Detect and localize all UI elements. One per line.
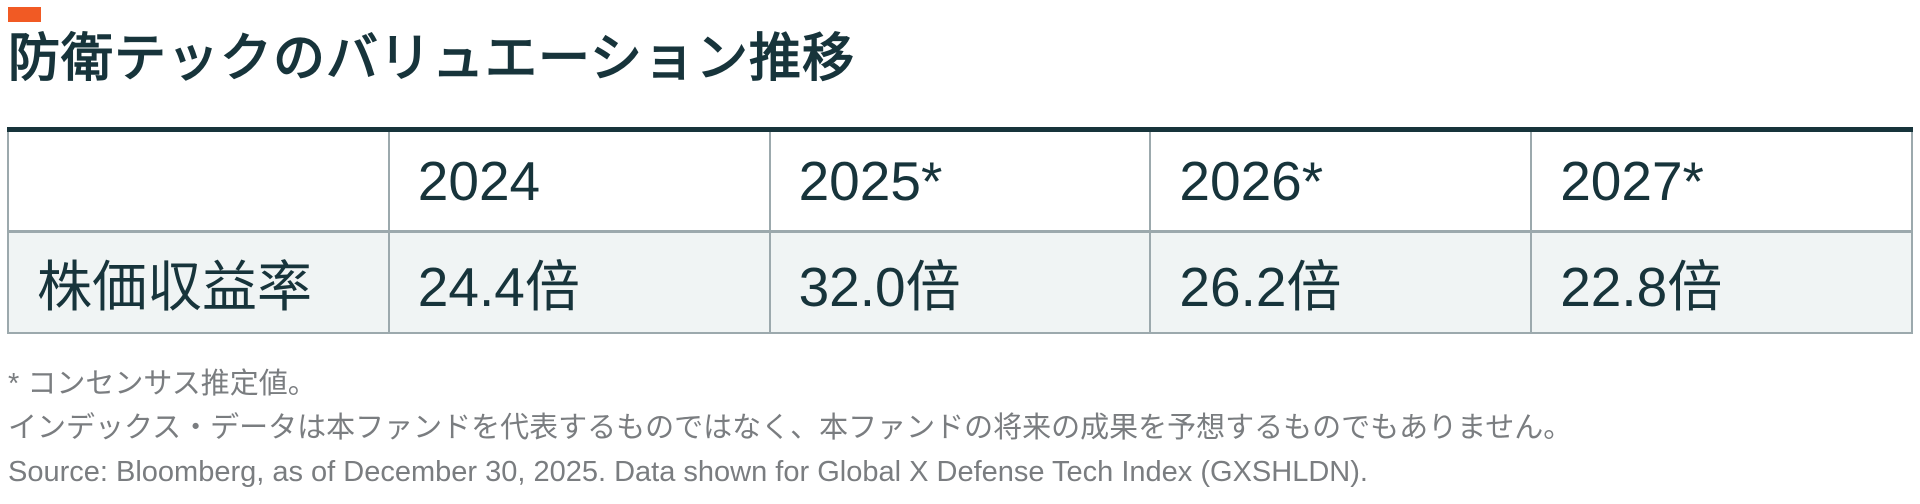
page-title: 防衛テックのバリュエーション推移 [8, 30, 855, 88]
valuation-table-container: 2024 2025* 2026* 2027* 株価収益率 24.4倍 32.0倍… [7, 127, 1913, 334]
accent-bar [8, 7, 41, 22]
value-cell-2025: 32.0倍 [768, 231, 1152, 333]
header-cell-2026: 2026* [1149, 129, 1533, 233]
value-cell-2026: 26.2倍 [1149, 231, 1533, 333]
valuation-table: 2024 2025* 2026* 2027* 株価収益率 24.4倍 32.0倍… [7, 127, 1913, 334]
table-row-pe-ratio: 株価収益率 24.4倍 32.0倍 26.2倍 22.8倍 [7, 231, 1913, 333]
footnote-disclaimer: インデックス・データは本ファンドを代表するものではなく、本ファンドの将来の成果を… [8, 412, 1573, 444]
value-cell-2027: 22.8倍 [1530, 231, 1913, 333]
footnotes: * コンセンサス推定値。 インデックス・データは本ファンドを代表するものではなく… [8, 362, 1912, 494]
header-cell-2024: 2024 [387, 129, 771, 233]
header-cell-2025: 2025* [768, 129, 1152, 233]
header-cell-2027: 2027* [1530, 129, 1913, 233]
row-label-cell: 株価収益率 [7, 231, 390, 333]
footnote-source: Source: Bloomberg, as of December 30, 20… [8, 456, 1368, 488]
header-cell-metric [7, 129, 390, 233]
footnote-estimate: * コンセンサス推定値。 [8, 368, 317, 400]
table-header-row: 2024 2025* 2026* 2027* [7, 129, 1913, 233]
value-cell-2024: 24.4倍 [387, 231, 771, 333]
